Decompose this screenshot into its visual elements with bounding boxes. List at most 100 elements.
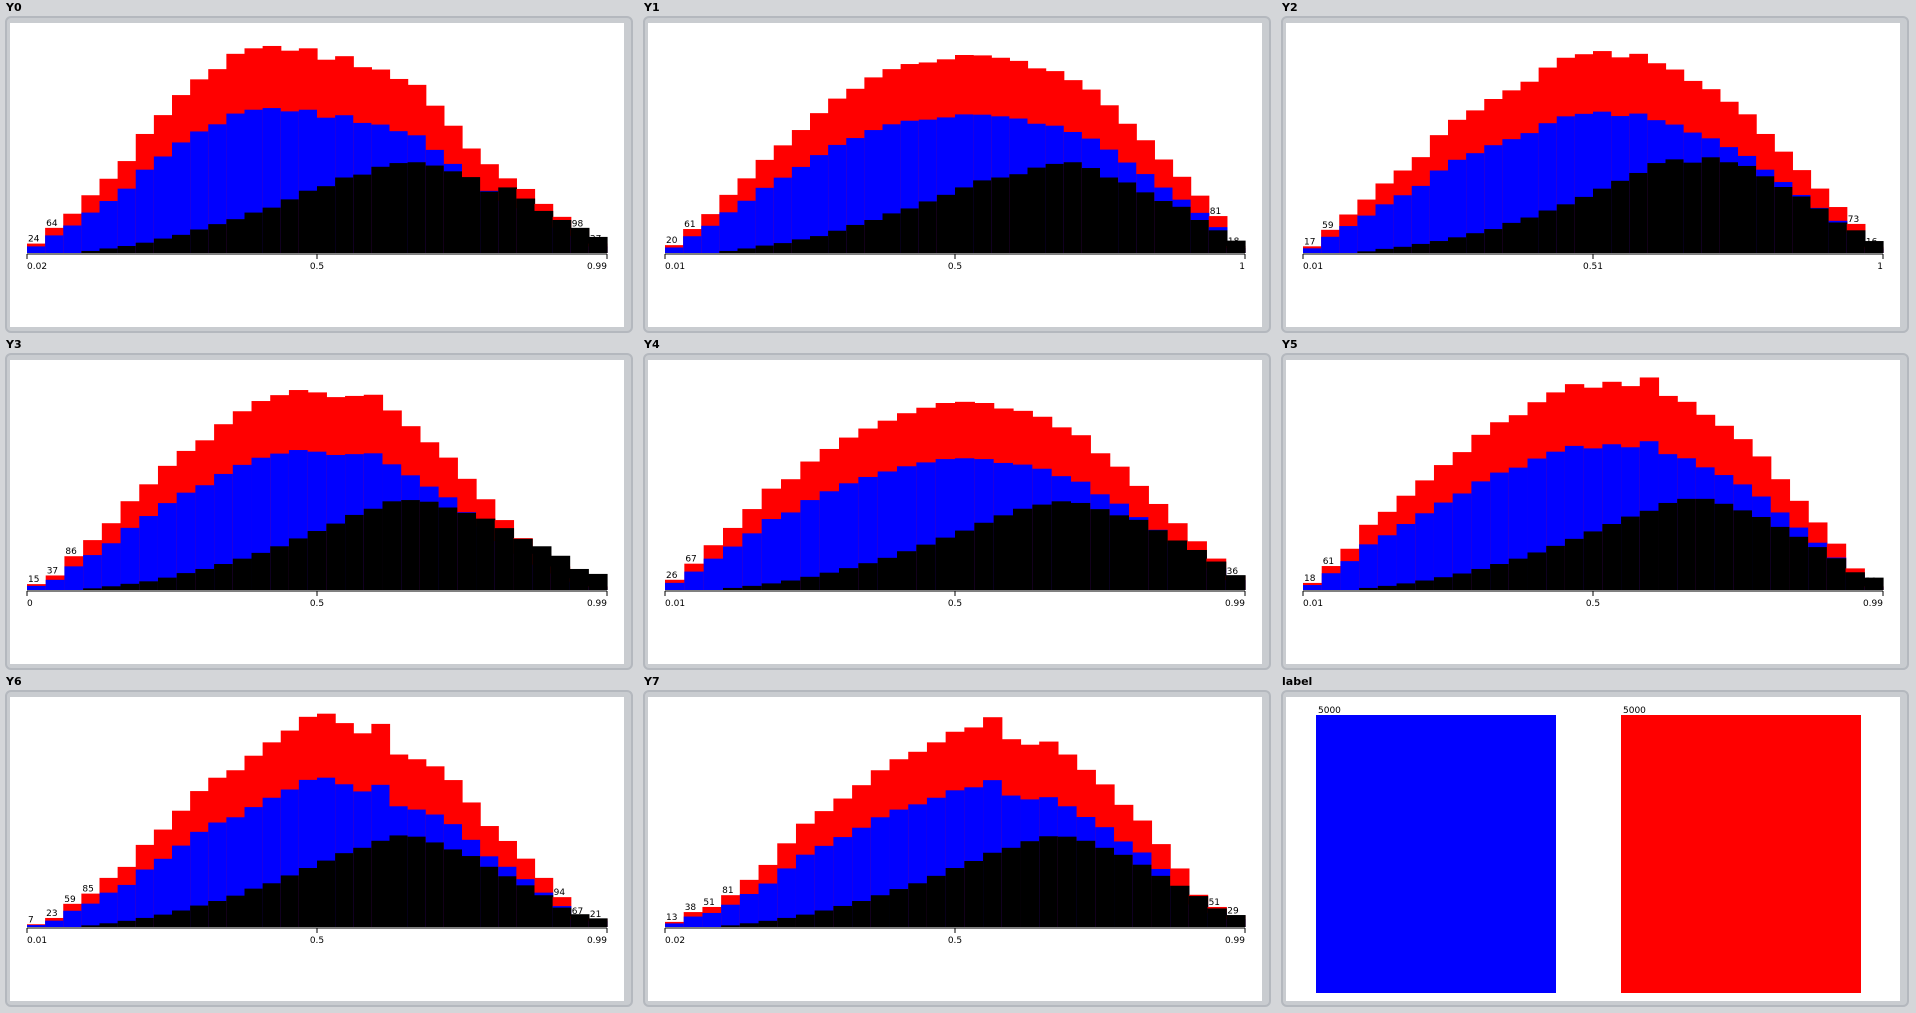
histogram-panel-y7: Y7 0.02 0.5 0.99 13 38 51 81 51 29 <box>640 674 1276 1011</box>
x-tick-label: 0.99 <box>587 936 607 946</box>
bin-count-label: 13 <box>666 913 677 923</box>
bin-bar-overlap <box>550 555 571 590</box>
bin-bar-class-a <box>1396 524 1416 590</box>
bin-bar-overlap <box>889 889 909 927</box>
bin-bar-overlap <box>955 187 974 253</box>
bin-bar-overlap <box>443 171 463 253</box>
bin-bar-overlap <box>1009 174 1029 253</box>
bin-bar-overlap <box>1076 840 1096 927</box>
bin-bar-class-a <box>190 131 209 253</box>
bin-bar-overlap <box>1792 196 1812 253</box>
bin-bar-overlap <box>419 501 440 590</box>
x-tick-label: 0.5 <box>310 936 324 946</box>
bin-bar-overlap <box>172 910 191 927</box>
bar-0 <box>1316 715 1556 993</box>
panel-title: Y6 <box>6 675 22 688</box>
plot-area: 0.01 0.5 0.99 18 61 30 <box>1286 360 1900 664</box>
bin-bar-class-a <box>176 492 196 590</box>
x-tick-label: 0.01 <box>1303 262 1323 272</box>
bin-bar-class-a <box>737 200 757 253</box>
bin-bar-overlap <box>1090 509 1111 590</box>
bin-bar-overlap <box>457 512 477 590</box>
bin-bar-overlap <box>1167 540 1188 590</box>
bin-count-label: 30 <box>1865 577 1877 587</box>
bin-bar-class-a <box>1448 159 1467 253</box>
bin-bar-overlap <box>99 923 119 927</box>
panel-title: Y5 <box>1282 338 1298 351</box>
bin-bar-class-a <box>755 187 775 253</box>
bin-bar-overlap <box>1136 192 1155 253</box>
bin-bar-overlap <box>870 895 891 927</box>
x-tick-label: 0 <box>27 599 33 609</box>
bin-bar-class-a <box>1484 145 1503 253</box>
bin-bar-overlap <box>480 191 499 253</box>
bin-bar-overlap <box>208 224 227 253</box>
bin-bar-overlap <box>1828 222 1848 253</box>
bin-bar-overlap <box>1020 841 1040 927</box>
bin-bar-class-a <box>99 201 119 253</box>
x-tick-label: 0.01 <box>665 599 685 609</box>
x-tick-label: 0.5 <box>948 936 962 946</box>
bin-bar-overlap <box>1207 908 1227 927</box>
bin-bar-class-a <box>1490 472 1510 590</box>
bin-count-label: 98 <box>572 220 584 230</box>
x-tick-label: 0.5 <box>1586 599 1600 609</box>
bin-bar-overlap <box>1359 587 1379 590</box>
bin-bar-class-a <box>1466 153 1485 253</box>
bin-bar-overlap <box>1665 159 1685 253</box>
bin-bar-overlap <box>1471 568 1491 590</box>
bin-bar-class-a <box>742 533 763 590</box>
bin-bar-class-a <box>101 543 122 590</box>
histogram-panel-y2: Y2 0.01 0.51 1 17 59 73 16 <box>1278 0 1914 337</box>
bin-bar-class-a <box>139 516 159 590</box>
bin-bar-overlap <box>810 236 829 253</box>
bin-count-label: 59 <box>64 895 76 905</box>
bin-bar-overlap <box>569 568 589 590</box>
bin-bar-overlap <box>1081 168 1101 253</box>
bin-count-label: 36 <box>1227 567 1239 577</box>
bin-bar-overlap <box>226 219 246 253</box>
bin-bar-overlap <box>1118 182 1137 253</box>
bin-bar-class-a <box>833 837 853 927</box>
bin-bar-class-a <box>27 246 46 253</box>
bin-bar-class-a <box>791 166 811 253</box>
bin-bar-overlap <box>176 573 196 590</box>
plot-area: 0.02 0.5 0.99 13 38 51 81 51 29 <box>648 697 1262 1001</box>
bin-count-label: 26 <box>666 571 678 581</box>
bin-bar-overlap <box>839 568 859 590</box>
bin-bar-overlap <box>1051 501 1072 590</box>
bin-bar-class-a <box>45 579 66 590</box>
bin-count-label: 86 <box>65 547 77 557</box>
bin-bar-overlap <box>135 242 155 253</box>
bin-bar-overlap <box>983 852 1003 927</box>
histogram-y5: 0.01 0.5 0.99 18 61 30 <box>1302 377 1884 609</box>
bin-bar-overlap <box>570 227 590 253</box>
bin-bar-overlap <box>761 583 782 590</box>
bin-bar-class-a <box>858 476 879 590</box>
plot-area: 5000 5000 <box>1286 697 1900 1001</box>
bin-bar-overlap <box>298 190 318 253</box>
bin-bar-overlap <box>288 538 309 590</box>
bin-count-label: 94 <box>554 888 566 898</box>
bin-bar-overlap <box>443 849 463 927</box>
bin-bar-overlap <box>935 537 956 590</box>
bin-bar-class-a <box>1429 170 1449 253</box>
bin-bar-overlap <box>1564 538 1585 590</box>
bin-bar-overlap <box>900 208 920 253</box>
bin-bar-overlap <box>1719 162 1739 253</box>
bin-bar-overlap <box>516 885 536 927</box>
bin-bar-overlap <box>758 920 778 927</box>
bin-bar-class-a <box>157 503 178 590</box>
bin-bar-overlap <box>1756 176 1775 253</box>
bin-bar-overlap <box>226 895 246 927</box>
bin-bar-overlap <box>1013 508 1033 590</box>
bin-bar-overlap <box>371 840 391 927</box>
bin-bar-class-a <box>683 916 704 927</box>
bin-bar-class-a <box>800 500 821 590</box>
bin-bar-overlap <box>1629 172 1648 253</box>
bin-bar-overlap <box>262 207 282 253</box>
bin-bar-overlap <box>777 917 797 927</box>
bin-bar-overlap <box>955 530 975 590</box>
bin-count-label: 18 <box>1304 574 1316 584</box>
x-tick-label: 0.02 <box>27 262 47 272</box>
